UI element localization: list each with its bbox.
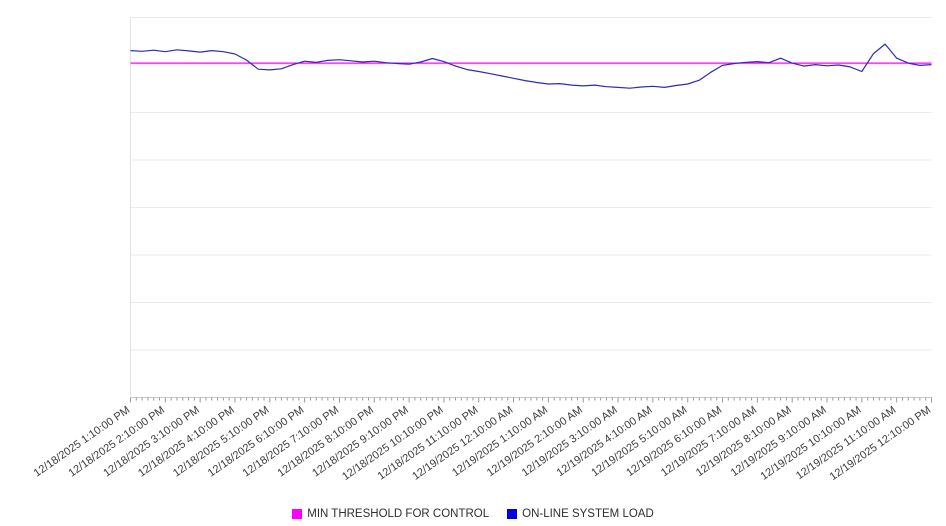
legend-label-min-threshold: MIN THRESHOLD FOR CONTROL bbox=[307, 508, 490, 520]
system-load-color-swatch bbox=[507, 509, 518, 519]
legend-item-min-threshold[interactable]: MIN THRESHOLD FOR CONTROL bbox=[292, 508, 489, 520]
system-load-line bbox=[130, 43, 932, 89]
legend-label-system-load: ON-LINE SYSTEM LOAD bbox=[522, 508, 654, 520]
threshold-color-swatch bbox=[292, 509, 303, 519]
chart-legend: MIN THRESHOLD FOR CONTROL ON-LINE SYSTEM… bbox=[0, 508, 946, 520]
legend-item-system-load[interactable]: ON-LINE SYSTEM LOAD bbox=[507, 508, 654, 520]
